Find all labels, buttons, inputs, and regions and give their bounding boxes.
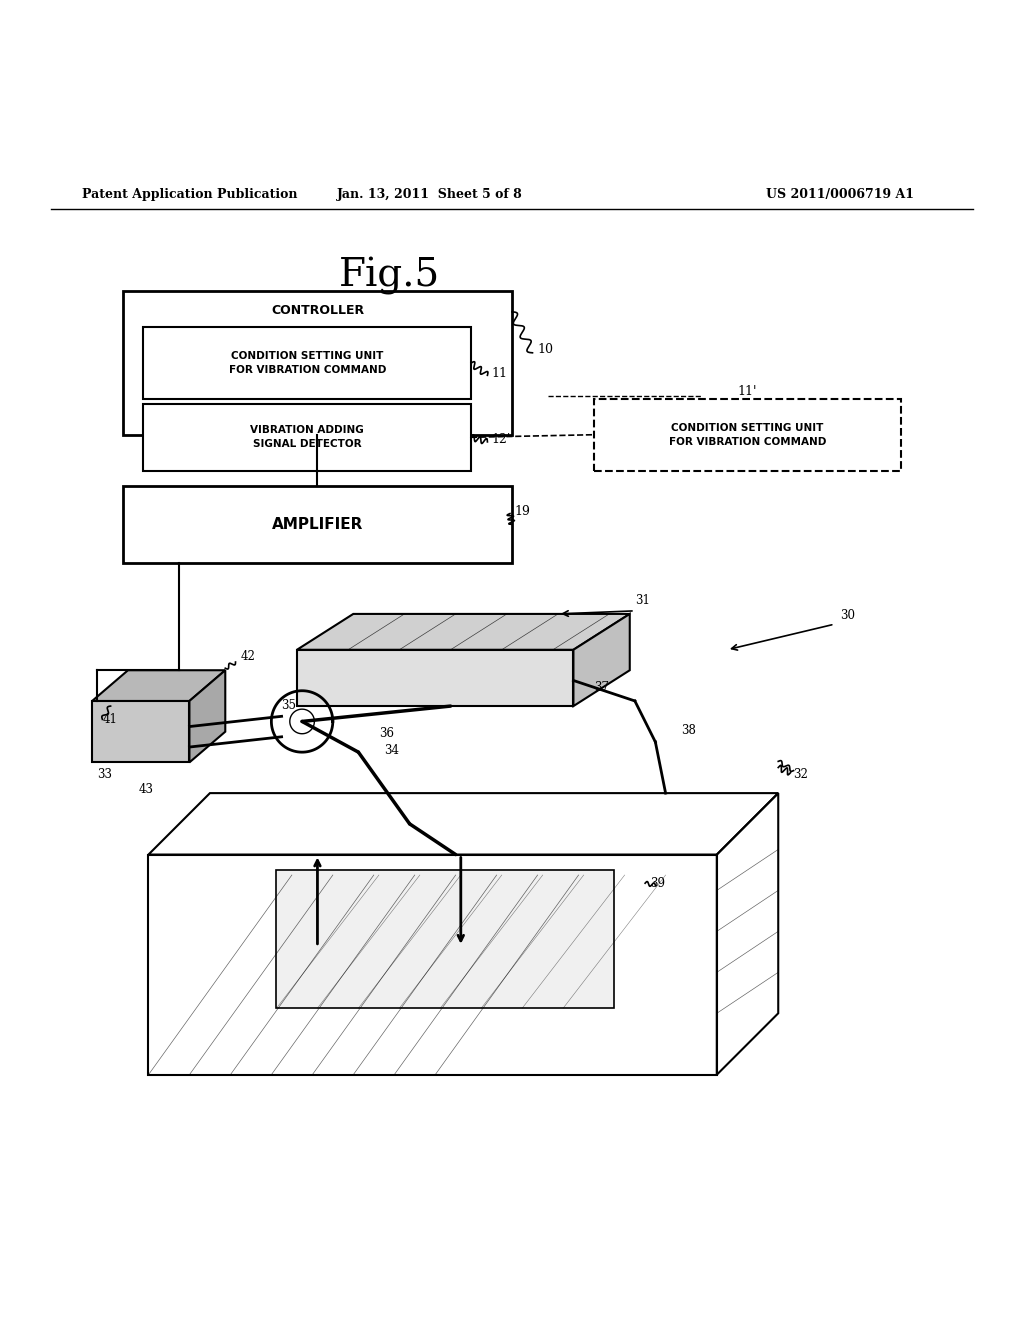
Text: Jan. 13, 2011  Sheet 5 of 8: Jan. 13, 2011 Sheet 5 of 8	[337, 187, 523, 201]
Text: Patent Application Publication: Patent Application Publication	[82, 187, 297, 201]
Text: 30: 30	[840, 609, 855, 622]
Text: 36: 36	[379, 727, 394, 739]
Text: 11: 11	[492, 367, 508, 380]
Text: 12': 12'	[492, 433, 511, 446]
Polygon shape	[297, 649, 573, 706]
Text: 11': 11'	[737, 385, 757, 399]
Text: 10: 10	[538, 343, 554, 356]
Polygon shape	[92, 701, 189, 763]
FancyBboxPatch shape	[143, 404, 471, 470]
Text: 34: 34	[384, 744, 399, 758]
Text: 37: 37	[594, 681, 609, 694]
Text: 33: 33	[97, 768, 113, 780]
Polygon shape	[189, 671, 225, 763]
Text: AMPLIFIER: AMPLIFIER	[271, 517, 364, 532]
Text: 32: 32	[794, 768, 809, 780]
Polygon shape	[276, 870, 614, 1008]
Polygon shape	[92, 671, 225, 701]
Text: 42: 42	[241, 649, 256, 663]
Polygon shape	[297, 614, 630, 649]
FancyBboxPatch shape	[123, 292, 512, 434]
Text: CONTROLLER: CONTROLLER	[271, 304, 364, 317]
Text: 41: 41	[102, 714, 118, 726]
Text: 31: 31	[635, 594, 650, 607]
Text: 43: 43	[138, 783, 154, 796]
FancyBboxPatch shape	[143, 327, 471, 399]
FancyBboxPatch shape	[123, 486, 512, 562]
Text: 35: 35	[282, 700, 297, 713]
FancyBboxPatch shape	[594, 399, 901, 470]
Text: US 2011/0006719 A1: US 2011/0006719 A1	[766, 187, 913, 201]
Polygon shape	[573, 614, 630, 706]
Text: CONDITION SETTING UNIT
FOR VIBRATION COMMAND: CONDITION SETTING UNIT FOR VIBRATION COM…	[669, 422, 826, 446]
Text: 19: 19	[514, 506, 530, 517]
Text: 38: 38	[681, 723, 696, 737]
Text: 39: 39	[650, 878, 666, 890]
Text: Fig.5: Fig.5	[339, 257, 439, 294]
Text: VIBRATION ADDING
SIGNAL DETECTOR: VIBRATION ADDING SIGNAL DETECTOR	[250, 425, 365, 449]
Text: CONDITION SETTING UNIT
FOR VIBRATION COMMAND: CONDITION SETTING UNIT FOR VIBRATION COM…	[228, 351, 386, 375]
